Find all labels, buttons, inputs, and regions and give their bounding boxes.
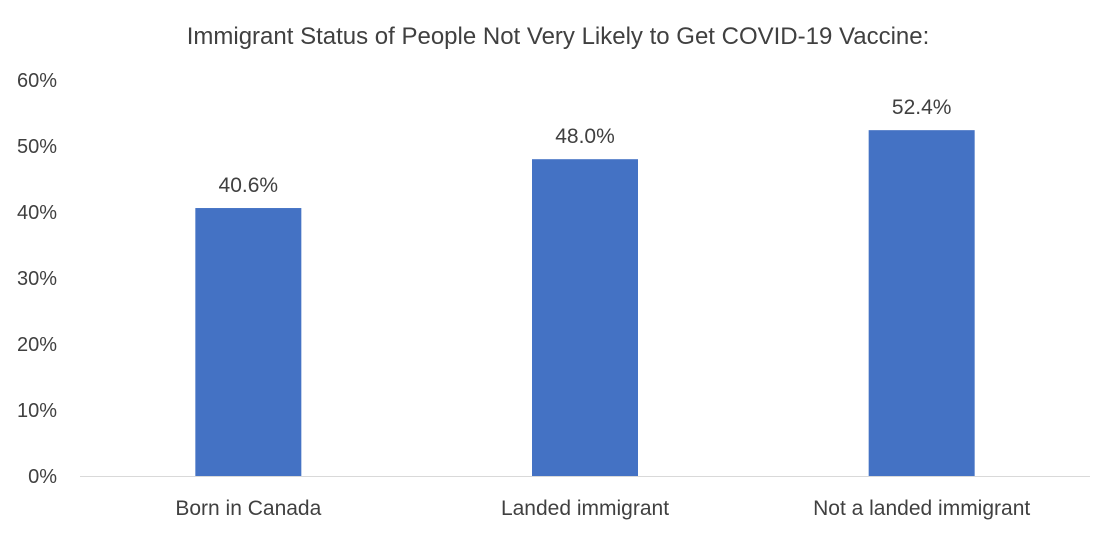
bar xyxy=(195,208,302,477)
chart-title: Immigrant Status of People Not Very Like… xyxy=(187,23,930,50)
y-tick-label: 0% xyxy=(28,466,57,488)
y-axis: 0% 10% 20% 30% 40% 50% 60% xyxy=(17,70,57,488)
y-tick-label: 40% xyxy=(17,202,57,224)
y-tick-label: 20% xyxy=(17,334,57,356)
y-tick-label: 30% xyxy=(17,268,57,290)
data-label: 40.6% xyxy=(219,174,279,197)
y-tick-label: 60% xyxy=(17,70,57,92)
y-tick-label: 50% xyxy=(17,136,57,158)
x-tick-label: Not a landed immigrant xyxy=(813,497,1030,520)
y-tick-label: 10% xyxy=(17,400,57,422)
data-label: 48.0% xyxy=(555,125,615,148)
x-tick-label: Born in Canada xyxy=(175,497,321,520)
x-tick-label: Landed immigrant xyxy=(501,497,669,520)
bar xyxy=(532,159,638,476)
bar xyxy=(868,130,975,476)
data-label: 52.4% xyxy=(892,96,952,119)
data-labels: 40.6% 48.0% 52.4% xyxy=(219,96,952,197)
bar-series xyxy=(195,130,975,477)
x-axis: Born in Canada Landed immigrant Not a land… xyxy=(175,497,1030,520)
